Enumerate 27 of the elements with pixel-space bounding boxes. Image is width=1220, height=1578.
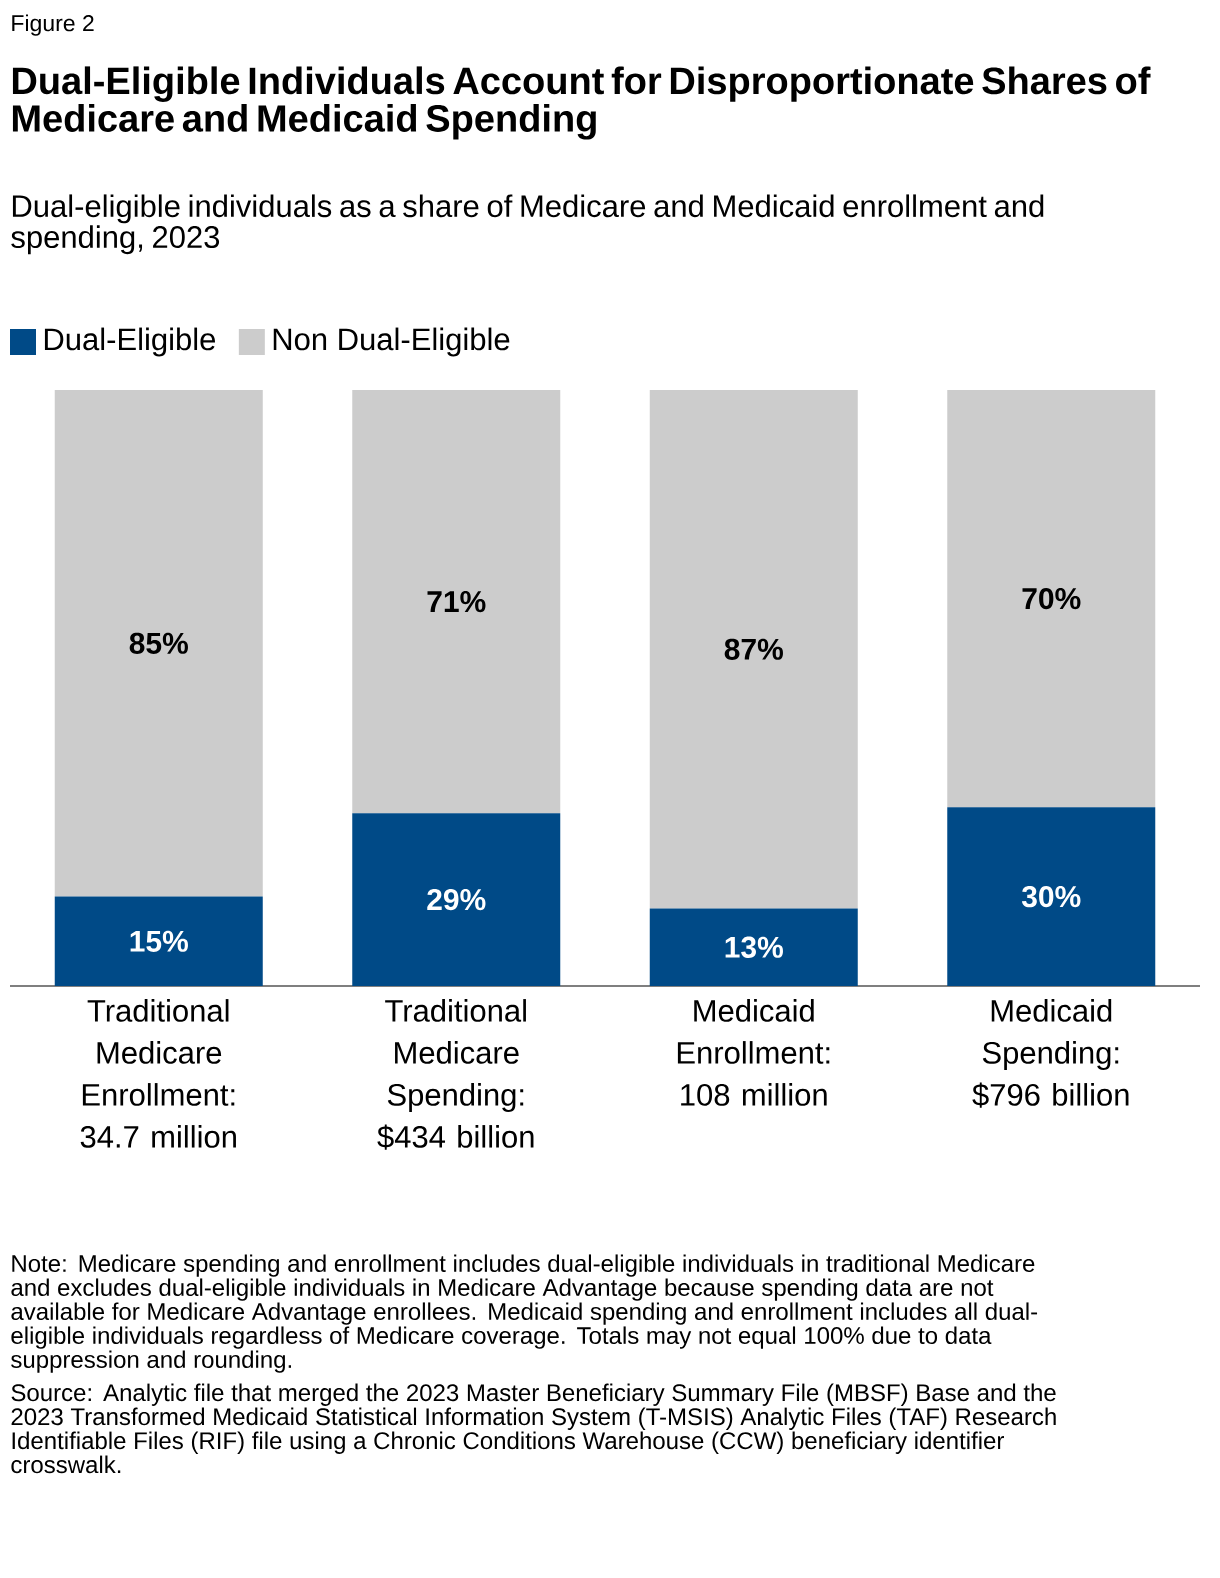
data-label: 15%	[130, 930, 188, 952]
chart-subtitle: Dual-eligible individuals as a share of Medicare and Medicaid enrollment and spending, 2023	[11, 194, 1044, 255]
bar	[649, 908, 858, 987]
legend-label: Dual-Eligible	[44, 327, 216, 357]
x-tick-label: Medicaid Enrollment: 108 million	[677, 999, 830, 1106]
bar	[352, 390, 561, 814]
data-label: 29%	[427, 888, 486, 911]
bar	[54, 390, 263, 897]
x-tick-label: Medicaid Spending: $796 billion	[972, 999, 1129, 1108]
chart-title: Dual-Eligible Individuals Account for Disproportionate Shares of Medicare and Medicaid Spending	[12, 66, 1151, 140]
source-note: Source: Analytic file that merged the 2023 Master Beneficiary Summary File (MBSF) Base and the 2023 Transformed Medicaid Statistical Information System (T-MSIS) Analytic Files (TAF) Research Identifiable Files (RIF) file using a Chronic Conditions Warehouse (CCW) beneficiary identifier crosswalk.	[11, 1383, 1056, 1474]
caption: Figure 2	[12, 14, 94, 36]
data-label: 13%	[725, 936, 783, 958]
bar	[352, 813, 561, 987]
text: Note: Medicare spending and enrollment includes dual-eligible individuals in traditional Medicare and excludes dual-eligible individuals in Medicare Advantage because spending data are not available for Medicare Advantage enrollees. Medicaid spending and enrollment includes all dual-eligible individuals regardless of Medicare coverage. Totals may not equal 100% due to data suppression and rounding.	[11, 1254, 1038, 1373]
data-label: 71%	[427, 591, 486, 613]
data-label: 30%	[1021, 885, 1081, 908]
data-label: 70%	[1022, 587, 1081, 610]
bar	[649, 390, 858, 909]
x-tick-label: Traditional Medicare Enrollment: 34.7 million	[80, 999, 236, 1148]
bar	[54, 896, 263, 987]
x-tick-label: Traditional Medicare Spending: $434 billion	[377, 999, 534, 1150]
bar	[947, 807, 1156, 987]
data-label: 85%	[129, 632, 188, 654]
legend-label: Non Dual-Eligible	[273, 327, 510, 357]
data-label: 87%	[724, 638, 783, 660]
bar	[947, 390, 1156, 808]
